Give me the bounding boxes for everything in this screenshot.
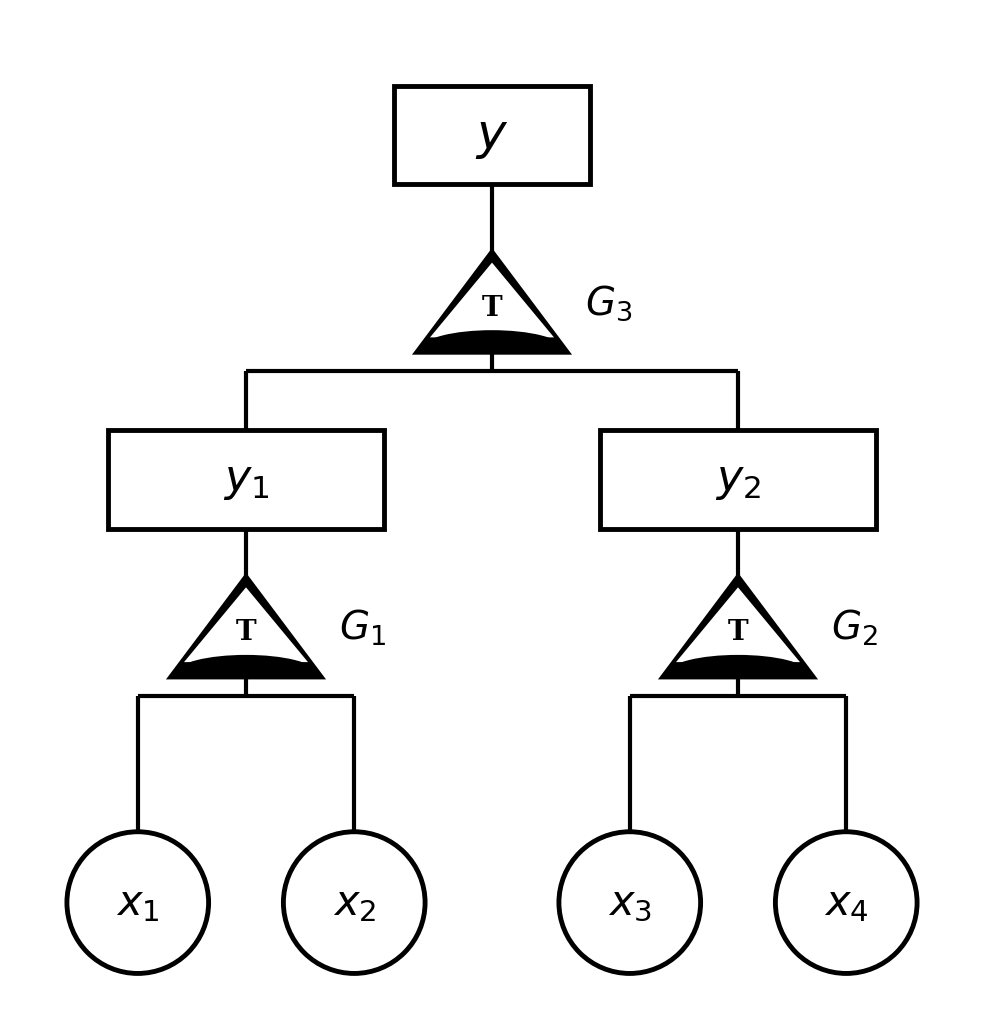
Circle shape <box>67 832 209 973</box>
Polygon shape <box>664 579 812 677</box>
Polygon shape <box>184 588 308 662</box>
Polygon shape <box>676 588 800 662</box>
Polygon shape <box>418 254 566 353</box>
Text: $x_2$: $x_2$ <box>333 881 376 923</box>
Text: $G_1$: $G_1$ <box>339 607 387 648</box>
Text: $x_4$: $x_4$ <box>824 881 869 923</box>
Bar <box>108 431 384 529</box>
Text: $x_3$: $x_3$ <box>608 881 651 923</box>
Polygon shape <box>430 263 554 338</box>
Circle shape <box>775 832 917 973</box>
Text: T: T <box>728 619 748 646</box>
Polygon shape <box>172 579 320 677</box>
Text: $x_1$: $x_1$ <box>116 881 159 923</box>
Text: $y_1$: $y_1$ <box>222 459 270 501</box>
Bar <box>600 431 876 529</box>
Bar <box>394 87 590 185</box>
Text: $G_2$: $G_2$ <box>831 607 879 648</box>
Text: $y$: $y$ <box>475 111 509 161</box>
Circle shape <box>283 832 425 973</box>
Text: T: T <box>482 294 502 321</box>
Circle shape <box>559 832 701 973</box>
Text: $y_2$: $y_2$ <box>715 459 761 501</box>
Text: $G_3$: $G_3$ <box>585 283 633 323</box>
Text: T: T <box>236 619 256 646</box>
